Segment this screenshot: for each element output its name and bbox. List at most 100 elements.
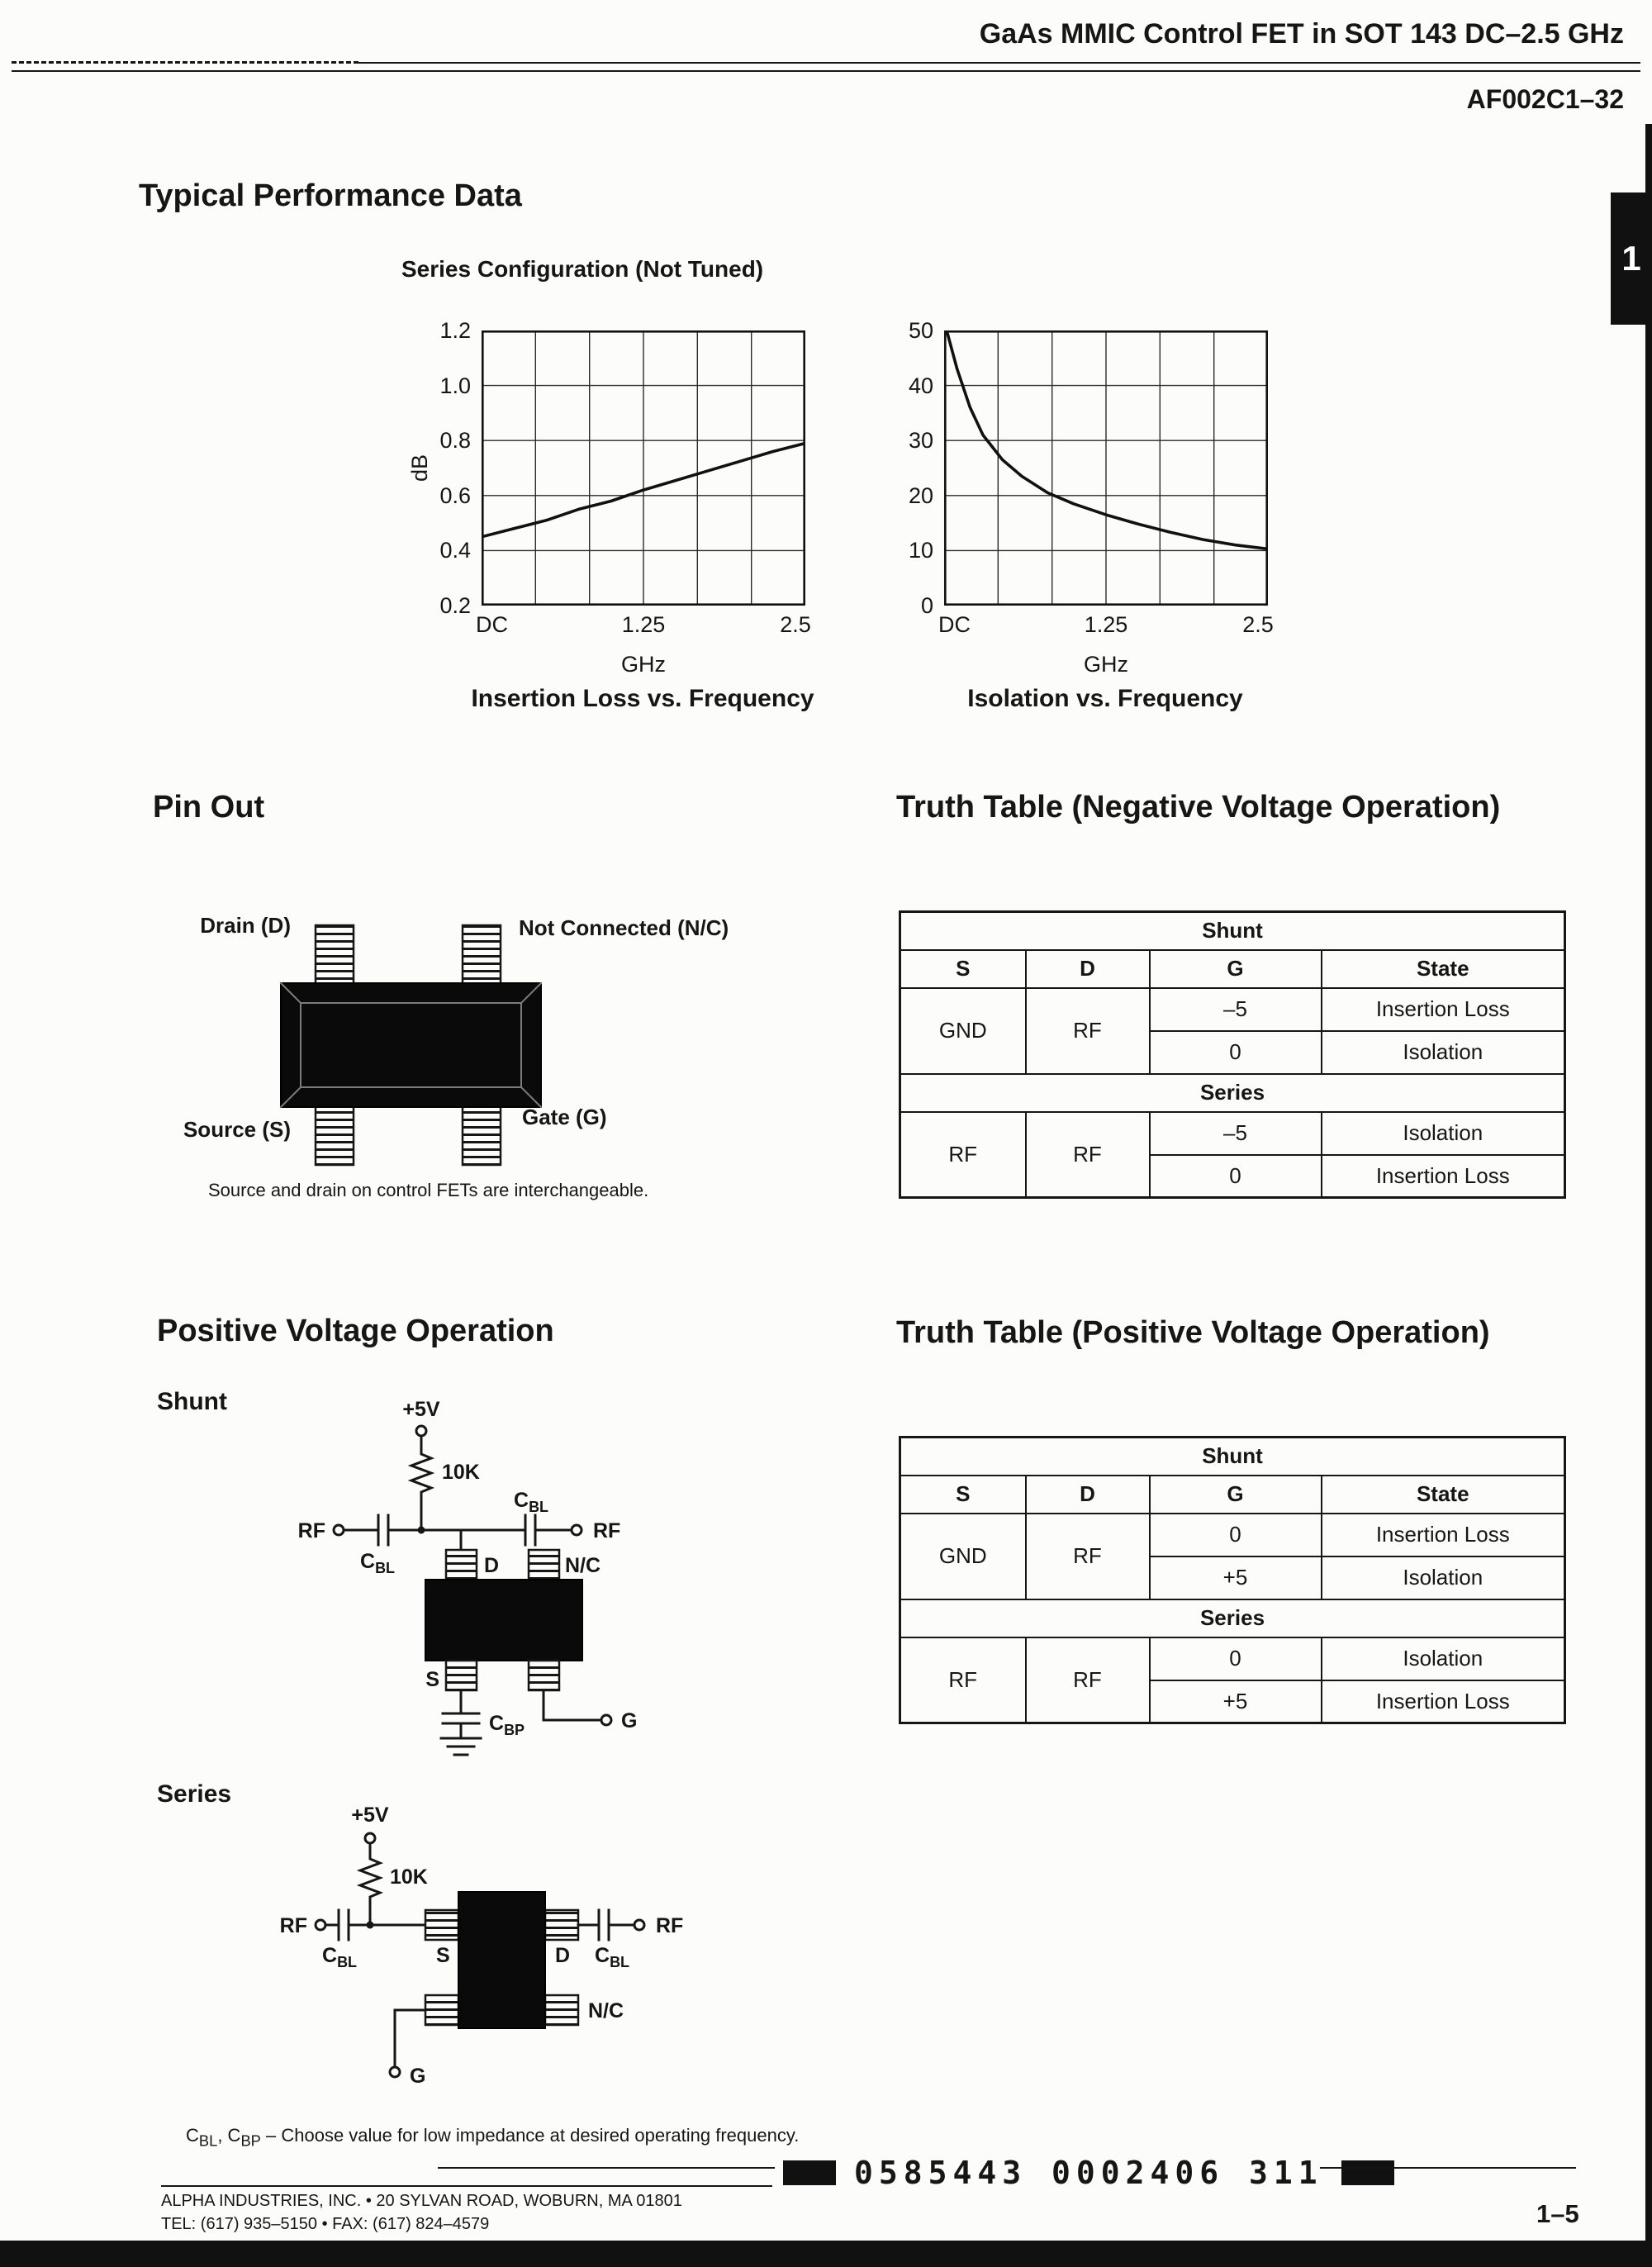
resistor-symbol [407,1446,435,1532]
isolation-chart: 0 10 20 30 40 50 DC 1.25 2.5 GHz Isolation vs. … [808,316,1353,730]
supply-label: +5V [402,1398,440,1421]
resistor-label: 10K [390,1865,428,1889]
footer-rule-left [438,2167,775,2169]
y-tick-label: 0.6 [439,482,471,508]
col-header-state: State [1320,1474,1566,1514]
note-text: – Choose value for low impedance at desi… [260,2125,800,2146]
footer-rule-right [1320,2167,1576,2169]
x-tick-label: 1.25 [621,612,666,637]
y-tick-label: 1.2 [439,318,471,343]
chart-title: Insertion Loss vs. Frequency [471,685,814,712]
cell-d: RF [1024,1512,1151,1600]
barcode-row: 0585443 0002406 311 [783,2155,1394,2191]
drain-lead [444,1548,478,1581]
cell-g: +5 [1148,1555,1322,1600]
package-bevel [300,1002,522,1088]
table-section-series: Series [899,1598,1566,1638]
series-circuit-diagram: +5V 10K RF CBL S D RF CBL G N/C [280,1805,684,2088]
cap-bl-left-label: CBL [322,1944,357,1970]
gate-label: G [410,2065,425,2088]
plot-area [944,330,1268,606]
table-section-shunt: Shunt [899,1436,1566,1476]
col-header-d: D [1024,1474,1151,1514]
tab-number: 1 [1621,239,1641,278]
rf-in-terminal [332,1523,345,1537]
barcode-block-right [1341,2160,1394,2185]
plot-area [482,330,805,606]
source-lead [444,1659,478,1692]
resistor-label: 10K [442,1461,480,1484]
nc-lead [527,1548,561,1581]
cell-state: Insertion Loss [1320,1512,1566,1557]
x-tick-label: 2.5 [1242,612,1274,637]
insertion-loss-chart: dB 0.2 0.4 0.6 0.8 1.0 1.2 DC 1.25 2.5 GHz Inse… [345,316,890,730]
col-header-s: S [899,948,1027,989]
address-rule [161,2185,772,2187]
nc-lead [544,1994,580,2027]
rf-out-label: RF [593,1519,620,1542]
cell-d: RF [1024,1636,1151,1724]
truth-table-positive-title: Truth Table (Positive Voltage Operation) [896,1315,1490,1350]
series-label: Series [157,1780,232,1808]
y-tick-label: 50 [908,318,933,343]
rf-in-terminal [314,1918,327,1932]
page-title: GaAs MMIC Control FET in SOT 143 DC–2.5 … [979,18,1624,50]
cell-d: RF [1024,1110,1151,1199]
col-header-state: State [1320,948,1566,989]
cell-g: –5 [1148,1110,1322,1156]
cell-d: RF [1024,986,1151,1075]
source-lead [314,1102,355,1167]
x-tick-label: DC [475,612,508,637]
cell-s: RF [899,1110,1027,1199]
y-tick-label: 20 [908,482,933,508]
bottom-bar [0,2241,1652,2267]
y-tick-label: 40 [908,373,933,398]
drain-pin-label: Drain (D) [200,913,291,938]
company-address: ALPHA INDUSTRIES, INC. • 20 SYLVAN ROAD,… [161,2192,682,2210]
cap-bl-right-label: CBL [514,1489,548,1515]
y-tick-label: 0.2 [439,593,471,618]
note-sub2: BP [240,2132,261,2150]
sot143-package-diagram [279,924,543,1167]
cell-state: Isolation [1320,1110,1566,1156]
x-tick-label: 1.25 [1084,612,1128,637]
cell-state: Isolation [1320,1555,1566,1600]
shunt-label: Shunt [157,1388,227,1415]
resistor-symbol [356,1851,384,1927]
package-body [280,982,542,1108]
nc-label: N/C [588,1999,624,2022]
y-tick-label: 1.0 [439,373,471,398]
cap-bl-right-label: CBL [595,1944,629,1970]
y-axis-ticks: 0 10 20 30 40 50 [808,318,933,618]
x-axis-ticks: DC 1.25 2.5 [938,612,1274,642]
y-tick-label: 30 [908,428,933,454]
gate-terminal [600,1713,613,1727]
table-section-series: Series [899,1072,1566,1113]
gate-pin-label: Gate (G) [522,1105,607,1129]
source-label: S [425,1668,439,1691]
section-performance-title: Typical Performance Data [139,178,522,213]
page-edge-strip [1645,124,1652,2241]
x-tick-label: DC [938,612,971,637]
cell-s: GND [899,986,1027,1075]
capacitor-note: CBL, CBP – Choose value for low impedanc… [186,2125,799,2150]
y-tick-label: 10 [908,538,933,563]
nc-lead [461,924,502,988]
bias-node [366,1921,374,1929]
cell-state: Isolation [1320,1636,1566,1681]
section-positive-title: Positive Voltage Operation [157,1314,554,1348]
cell-state: Insertion Loss [1320,1679,1566,1724]
cell-s: RF [899,1636,1027,1724]
truth-table-negative-title: Truth Table (Negative Voltage Operation) [896,790,1501,825]
table-section-shunt: Shunt [899,910,1566,951]
col-header-g: G [1148,1474,1322,1514]
note-c1: C [186,2125,199,2146]
gate-terminal [388,2065,401,2079]
bias-node [417,1526,425,1534]
rf-in-label: RF [280,1914,307,1937]
y-tick-label: 0.8 [439,428,471,454]
nc-label: N/C [565,1554,601,1577]
cell-state: Insertion Loss [1320,1153,1566,1199]
col-header-g: G [1148,948,1322,989]
cap-bl-left-label: CBL [360,1550,395,1576]
